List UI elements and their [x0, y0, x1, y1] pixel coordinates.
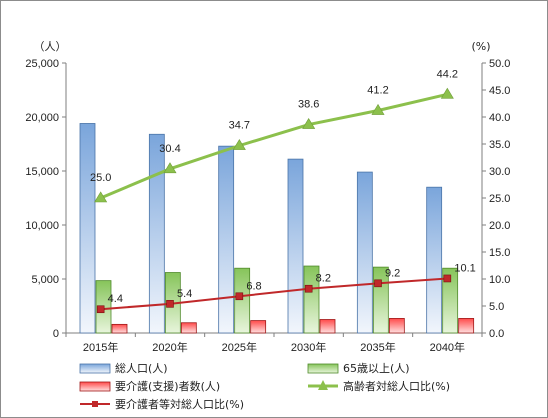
bar-3-要介護(支援)者数(人) — [319, 319, 336, 334]
bar-1-総人口(人) — [79, 123, 96, 334]
bar-3-要介護(支援)者数(人) — [111, 323, 128, 334]
y-left-unit: （人） — [34, 40, 67, 53]
y-left-tick-label: 25,000 — [25, 58, 59, 70]
y-right-tick-label: 40.0 — [489, 112, 510, 124]
data-label-care-ratio: 5.4 — [177, 288, 192, 300]
x-tick-label: 2015年 — [83, 340, 118, 354]
data-label-elderly-ratio: 44.2 — [437, 68, 458, 80]
y-right-tick-label: 0.0 — [489, 328, 504, 340]
data-label-elderly-ratio: 34.7 — [229, 120, 250, 132]
legend-swatch — [79, 363, 111, 374]
line-point-triangle — [94, 191, 108, 203]
y-right-tick-label: 10.0 — [489, 274, 510, 286]
data-label-care-ratio: 9.2 — [385, 267, 400, 279]
line-point-square — [374, 279, 382, 288]
line-point-square — [443, 274, 452, 283]
x-tick-label: 2040年 — [430, 340, 465, 354]
data-label-care-ratio: 8.2 — [316, 273, 331, 285]
legend-label: 要介護(支援)者数(人) — [115, 379, 220, 393]
bar-1-総人口(人) — [426, 186, 443, 334]
legend-marker-triangle — [318, 380, 328, 390]
bar-3-要介護(支援)者数(人) — [250, 320, 267, 334]
data-label-elderly-ratio: 38.6 — [298, 99, 319, 111]
legend-label: 要介護者等対総人口比(%) — [115, 397, 244, 411]
data-label-elderly-ratio: 30.4 — [159, 143, 180, 155]
y-right-tick-label: 15.0 — [489, 247, 510, 259]
line-series-要介護者等対総人口比(%) — [100, 277, 448, 311]
legend-label: 総人口(人) — [115, 361, 168, 375]
line-point-square — [304, 284, 313, 293]
y-left-tick-label: 0 — [53, 328, 59, 340]
line-series-高齢者対総人口比(%) — [100, 92, 448, 200]
bar-1-総人口(人) — [287, 158, 304, 334]
bar-1-総人口(人) — [356, 171, 373, 334]
bar-1-総人口(人) — [218, 145, 235, 334]
data-label-care-ratio: 4.4 — [108, 293, 123, 305]
legend-swatch — [307, 363, 339, 374]
line-point-triangle — [440, 87, 454, 99]
bar-2-65歳以上(人) — [234, 267, 251, 334]
legend-marker-square — [92, 401, 98, 407]
y-right-tick-label: 35.0 — [489, 139, 510, 151]
line-point-triangle — [302, 117, 316, 129]
line-point-triangle — [163, 162, 177, 174]
y-right-tick-label: 50.0 — [489, 58, 510, 70]
line-point-square — [166, 300, 174, 308]
line-point-triangle — [371, 103, 385, 115]
bar-3-要介護(支援)者数(人) — [458, 318, 475, 334]
x-tick-label: 2035年 — [360, 340, 395, 354]
x-tick-label: 2025年 — [222, 340, 257, 354]
y-left-tick-label: 20,000 — [25, 112, 59, 124]
line-point-square — [96, 305, 105, 314]
data-label-care-ratio: 10.1 — [454, 262, 475, 274]
bar-3-要介護(支援)者数(人) — [180, 322, 197, 334]
y-right-unit: (%) — [471, 40, 490, 53]
x-tick-label: 2020年 — [152, 340, 187, 354]
y-right-tick-label: 5.0 — [489, 301, 504, 313]
bar-2-65歳以上(人) — [303, 265, 320, 334]
legend-label: 65歳以上(人) — [343, 362, 410, 375]
legend-label: 高齢者対総人口比(%) — [343, 379, 450, 393]
y-right-tick-label: 25.0 — [489, 193, 510, 205]
legend-swatch — [79, 381, 111, 392]
y-left-tick-label: 10,000 — [25, 220, 59, 232]
data-label-elderly-ratio: 41.2 — [367, 85, 388, 97]
data-label-elderly-ratio: 25.0 — [90, 172, 111, 184]
y-right-tick-label: 30.0 — [489, 166, 510, 178]
y-right-tick-label: 45.0 — [489, 85, 510, 97]
y-right-tick-label: 20.0 — [489, 220, 510, 232]
line-point-square — [235, 292, 244, 301]
bar-2-65歳以上(人) — [442, 267, 459, 334]
line-point-triangle — [232, 139, 246, 150]
data-label-care-ratio: 6.8 — [246, 280, 261, 292]
bar-1-総人口(人) — [148, 133, 165, 334]
bar-3-要介護(支援)者数(人) — [388, 318, 405, 334]
x-tick-label: 2030年 — [291, 340, 326, 354]
y-left-tick-label: 5,000 — [31, 274, 59, 286]
y-left-tick-label: 15,000 — [25, 166, 59, 178]
